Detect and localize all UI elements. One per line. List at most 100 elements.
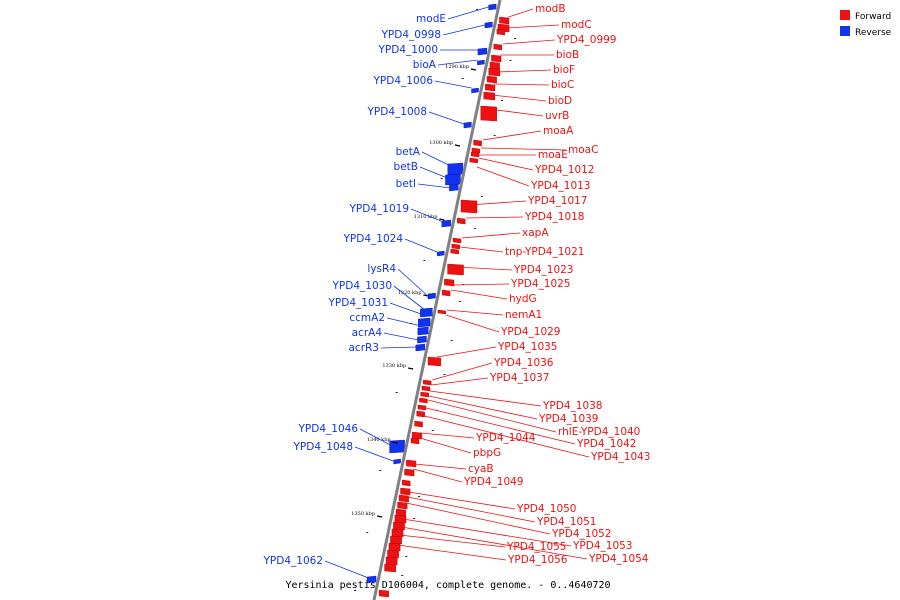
reverse-gene-block (447, 162, 463, 176)
gene-label-modb: modB (535, 3, 566, 15)
forward-legend-swatch (840, 10, 850, 20)
forward-gene-block (412, 431, 423, 440)
gene-label-ypd4-1056: YPD4_1056 (507, 554, 568, 566)
forward-gene-leader (414, 463, 467, 470)
forward-gene-leader (466, 216, 524, 219)
forward-gene-block (427, 356, 442, 367)
forward-gene-leader (399, 534, 506, 548)
reverse-gene-block (449, 183, 459, 192)
forward-gene-block (437, 309, 447, 315)
gene-label-ypd4-1037: YPD4_1037 (489, 372, 549, 384)
forward-gene-block (419, 397, 428, 404)
forward-gene-leader (482, 130, 542, 141)
forward-gene-block (395, 508, 406, 517)
scale-tick-mark (470, 68, 477, 71)
feature-dot (493, 135, 496, 136)
gene-labels: modE YPD4_0998 YPD4_1000 bioA YPD4_1006 YPD4_… (263, 3, 650, 579)
reverse-gene-block (484, 21, 493, 29)
gene-label-lysr4: lysR4 (367, 263, 396, 275)
reverse-gene-leader (437, 59, 478, 66)
forward-gene-block (385, 556, 398, 566)
feature-dot (401, 575, 404, 576)
gene-label-ypd4-1054: YPD4_1054 (588, 553, 649, 565)
gene-label-bioa: bioA (413, 59, 437, 71)
gene-label-hydg: hydG (509, 293, 537, 305)
forward-gene-block (499, 16, 510, 25)
forward-gene-leader (436, 346, 497, 358)
feature-dot (474, 228, 477, 229)
legend: Forward Reverse (840, 10, 892, 38)
scale-tick-label: 1340 kbp (367, 437, 391, 443)
forward-gene-block (489, 61, 500, 70)
forward-gene-block (417, 404, 427, 411)
gene-label-ypd4-1038: YPD4_1038 (542, 400, 602, 412)
forward-gene-leader (461, 232, 521, 239)
forward-gene-leader (431, 377, 489, 386)
forward-gene-block (406, 459, 417, 468)
forward-gene-leader (502, 39, 556, 45)
gene-label-biob: bioB (556, 49, 579, 61)
gene-label-ypd4-1055: YPD4_1055 (506, 541, 566, 553)
feature-dot (417, 496, 420, 497)
gene-label-mode: modE (416, 13, 446, 25)
forward-gene-block (470, 151, 480, 158)
scale-tick-label: 1350 kbp (351, 511, 375, 517)
scale-ticks: 1290 kbp 1300 kbp 1310 kbp 1320 kbp 1330 kbp… (351, 64, 477, 518)
scale-tick-mark (408, 367, 414, 370)
forward-gene-leader (413, 468, 463, 483)
reverse-legend-label: Reverse (855, 28, 892, 38)
forward-gene-block (391, 528, 404, 538)
gene-label-rhle-ypd4-1040: rhlE-YPD4_1040 (558, 426, 640, 438)
forward-gene-block (493, 43, 502, 51)
gene-label-ypd4-1024: YPD4_1024 (343, 233, 404, 245)
scale-tick-mark (392, 441, 398, 444)
reverse-gene-block (445, 173, 461, 186)
reverse-gene-block (463, 121, 472, 129)
forward-gene-block (496, 28, 506, 36)
scale-tick-label: 1330 kbp (382, 363, 406, 369)
forward-gene-leader (402, 518, 572, 547)
gene-label-ypd4-1062: YPD4_1062 (263, 555, 323, 567)
gene-label-ypd4-1051: YPD4_1051 (536, 516, 596, 528)
forward-gene-leader (452, 283, 510, 286)
reverse-gene-block (437, 250, 445, 257)
gene-label-ypd4-1012: YPD4_1012 (534, 164, 594, 176)
forward-gene-block (450, 248, 459, 255)
forward-gene-leader (407, 496, 536, 523)
gene-label-ypd4-1044: YPD4_1044 (475, 432, 536, 444)
feature-dot (431, 430, 434, 431)
forward-gene-block (441, 289, 451, 297)
gene-label-ypd4-1000: YPD4_1000 (378, 44, 438, 56)
forward-gene-block (460, 199, 478, 214)
forward-gene-block (394, 514, 407, 524)
feature-dot (405, 556, 408, 557)
gene-label-biod: bioD (548, 95, 572, 107)
reverse-gene-leader (421, 151, 455, 169)
forward-gene-leader (426, 407, 576, 445)
forward-gene-block (387, 549, 399, 559)
gene-label-ypd4-1036: YPD4_1036 (493, 357, 554, 369)
gene-label-ypd4-1031: YPD4_1031 (328, 297, 388, 309)
reverse-gene-leader (428, 111, 465, 125)
gene-label-ypd4-1023: YPD4_1023 (513, 264, 573, 276)
gene-label-nema1: nemA1 (505, 309, 542, 321)
gene-label-ypd4-1017: YPD4_1017 (527, 195, 587, 207)
forward-gene-leader (468, 200, 527, 206)
forward-gene-block (491, 54, 502, 63)
gene-features (354, 3, 517, 598)
scale-tick-mark (376, 515, 383, 518)
forward-gene-block (488, 67, 501, 77)
reverse-gene-block (471, 87, 479, 94)
forward-gene-leader (401, 526, 588, 560)
gene-label-ypd4-1025: YPD4_1025 (510, 278, 570, 290)
forward-gene-block (393, 521, 405, 531)
forward-gene-block (457, 217, 466, 225)
forward-gene-leader (427, 399, 557, 433)
forward-gene-leader (424, 415, 590, 458)
scale-tick-label: 1320 kbp (398, 290, 422, 296)
gene-label-ypd4-1053: YPD4_1053 (572, 540, 632, 552)
reverse-gene-leader (383, 332, 419, 341)
forward-gene-block (471, 147, 481, 154)
forward-gene-leader (460, 246, 504, 253)
scale-tick-label: 1310 kbp (414, 214, 438, 220)
